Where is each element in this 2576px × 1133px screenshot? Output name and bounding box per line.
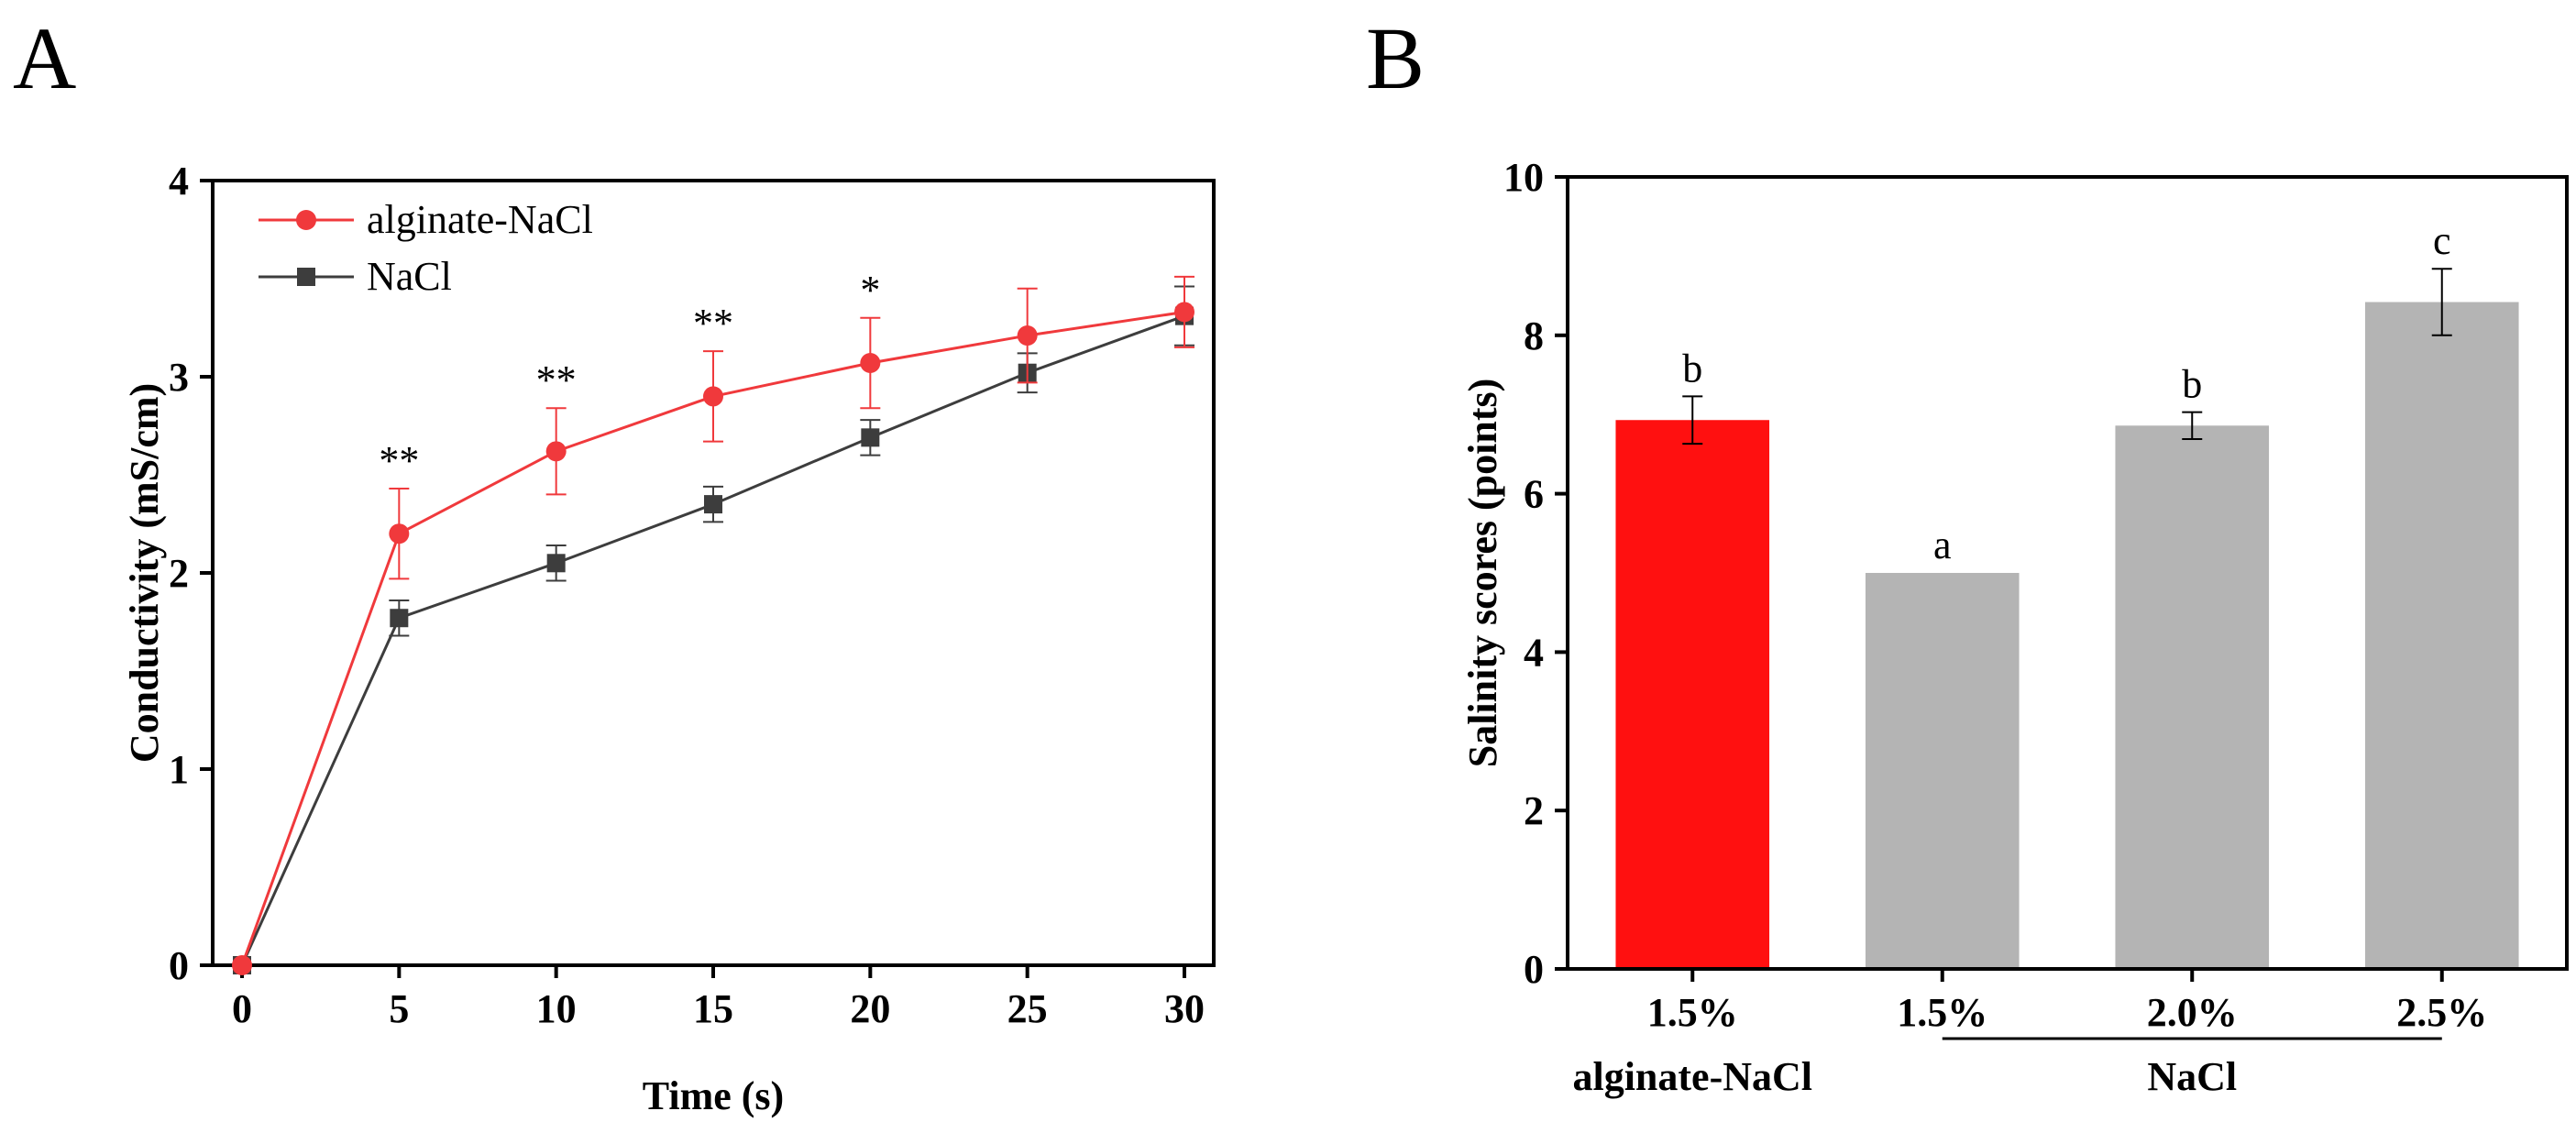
data-point [546,554,566,573]
bar [2115,425,2270,967]
y-axis-title: Conductivity (mS/cm) [122,383,167,763]
y-tick-label: 10 [1503,155,1544,200]
x-tick-label: 1.5% [1647,990,1738,1035]
bar [2364,302,2519,968]
significance-marker: ** [693,301,733,346]
data-point [703,386,723,407]
salinity-bar-chart: 0 2 4 6 8 10 Salinity scores (points) b 1.5% a 1.5… [1460,155,2569,1099]
y-tick-label: 3 [169,355,189,400]
data-point [860,353,881,374]
x-tick-label: 25 [1007,986,1048,1031]
y-tick-label: 2 [169,551,189,596]
y-tick-label: 6 [1524,472,1544,517]
data-point [232,955,252,975]
bar [1615,420,1770,967]
legend-label: alginate-NaCl [367,197,593,242]
legend-marker [296,210,316,230]
panel-b-letter: B [1366,9,1425,107]
x-tick-label: 0 [232,986,252,1031]
legend: alginate-NaCl NaCl [259,197,593,299]
x-tick-label: 5 [389,986,409,1031]
x-tick-label: 15 [693,986,733,1031]
x-tick-label: 10 [536,986,577,1031]
data-point [545,441,567,462]
y-tick-label: 1 [169,747,189,792]
significance-marker: ** [379,438,419,483]
y-axis-title: Salinity scores (points) [1460,379,1505,768]
significance-marker: * [860,268,880,313]
significance-letter: c [2433,218,2451,263]
significance-letter: b [1682,346,1702,390]
data-point [389,523,410,544]
data-point [861,428,880,447]
y-tick-label: 4 [169,159,189,204]
significance-marker: ** [536,358,577,402]
y-tick-label: 2 [1524,788,1544,833]
bar [1865,573,2020,967]
plot-frame-b [1566,175,2569,971]
y-tick-label: 0 [169,943,189,988]
data-point [1017,325,1038,346]
data-point [704,495,722,514]
group-label: NaCl [2147,1054,2237,1099]
conductivity-line-chart: 0 5 10 15 20 25 30 0 1 2 3 4 Time (s) Conductivity (m… [122,159,1216,1118]
y-tick-label: 8 [1524,314,1544,358]
x-tick-label: 1.5% [1897,990,1987,1035]
x-tick-label: 2.0% [2147,990,2238,1035]
y-tick-label: 0 [1524,947,1544,992]
significance-letter: b [2182,362,2202,407]
y-tick-label: 4 [1524,630,1544,675]
data-point [390,609,409,628]
x-axis-title: Time (s) [643,1073,784,1118]
series-alginate-nacl [232,275,1194,975]
plot-frame-a [211,179,1216,967]
group-label: alginate-NaCl [1572,1054,1812,1099]
data-point [1174,302,1194,323]
x-tick-label: 30 [1164,986,1205,1031]
legend-label: NaCl [367,254,452,299]
panel-a-letter: A [13,9,76,107]
legend-marker [297,268,315,286]
x-tick-label: 2.5% [2396,990,2487,1035]
x-tick-label: 20 [850,986,890,1031]
significance-letter: a [1933,522,1952,567]
